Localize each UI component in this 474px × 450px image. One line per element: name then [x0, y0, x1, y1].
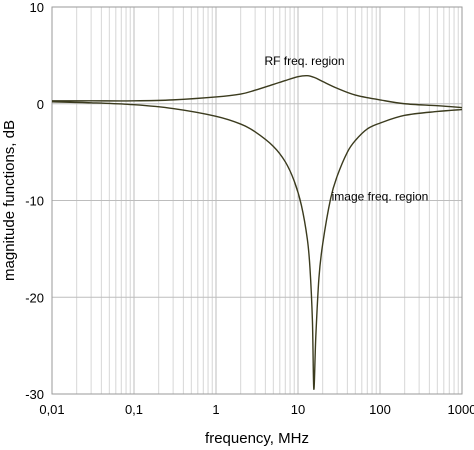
- series-line-1: [52, 74, 463, 109]
- y-tick-label: 0: [37, 97, 44, 112]
- x-tick-label: 0,01: [39, 402, 64, 417]
- x-tick-label: 1000: [448, 402, 474, 417]
- annotations: RF freq. region image freq. region: [264, 54, 428, 203]
- x-axis-title: frequency, MHz: [205, 430, 309, 447]
- y-tick-label: -30: [25, 387, 44, 402]
- annotation-label: RF freq. region: [264, 54, 344, 68]
- y-tick-label: -20: [25, 290, 44, 305]
- y-axis-title: magnitude functions, dB: [1, 120, 18, 281]
- plot-frame: [51, 6, 463, 395]
- y-tick-label: 10: [30, 0, 44, 15]
- x-tick-label: 0,1: [125, 402, 143, 417]
- y-tick-label: -10: [25, 194, 44, 209]
- x-tick-label: 100: [369, 402, 391, 417]
- series-layer: [51, 74, 463, 390]
- x-tick-label: 1: [212, 402, 219, 417]
- x-tick-label: 10: [291, 402, 305, 417]
- annotation-label: image freq. region: [332, 190, 429, 204]
- y-tick-labels: 10 0 -10 -20 -30: [25, 0, 44, 402]
- grid: [51, 6, 462, 395]
- x-tick-labels: 0,01 0,1 1 10 100 1000: [39, 402, 474, 417]
- series-line-2: [51, 101, 463, 390]
